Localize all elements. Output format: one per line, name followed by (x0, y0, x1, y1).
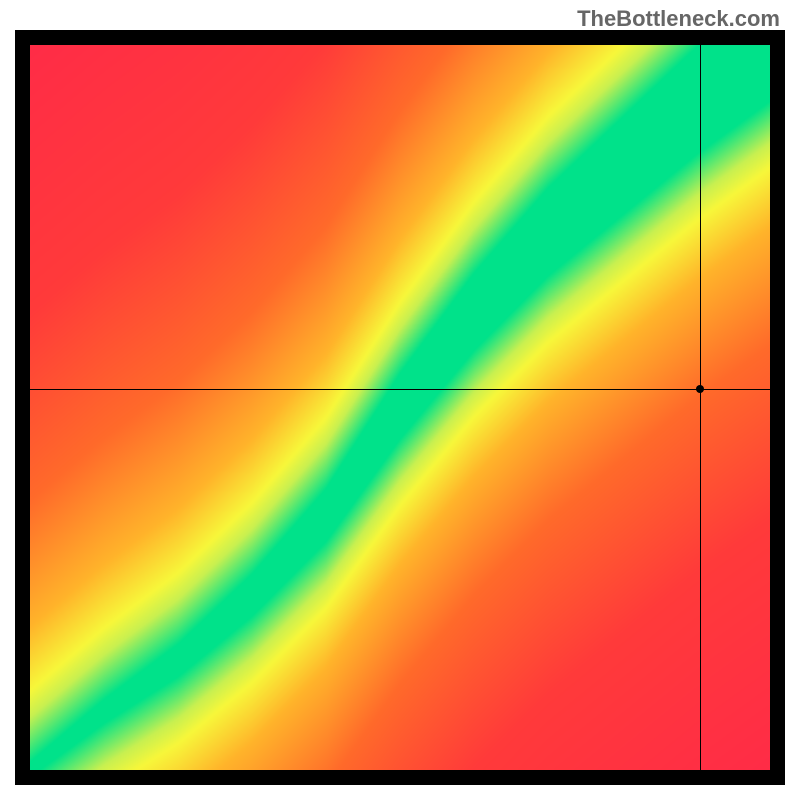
chart-outer-frame (15, 30, 785, 785)
crosshair-dot (696, 385, 704, 393)
heatmap-canvas (30, 45, 770, 770)
crosshair-vertical (700, 45, 701, 770)
heatmap-plot-area (30, 45, 770, 770)
crosshair-horizontal (30, 389, 770, 390)
watermark-text: TheBottleneck.com (577, 6, 780, 32)
